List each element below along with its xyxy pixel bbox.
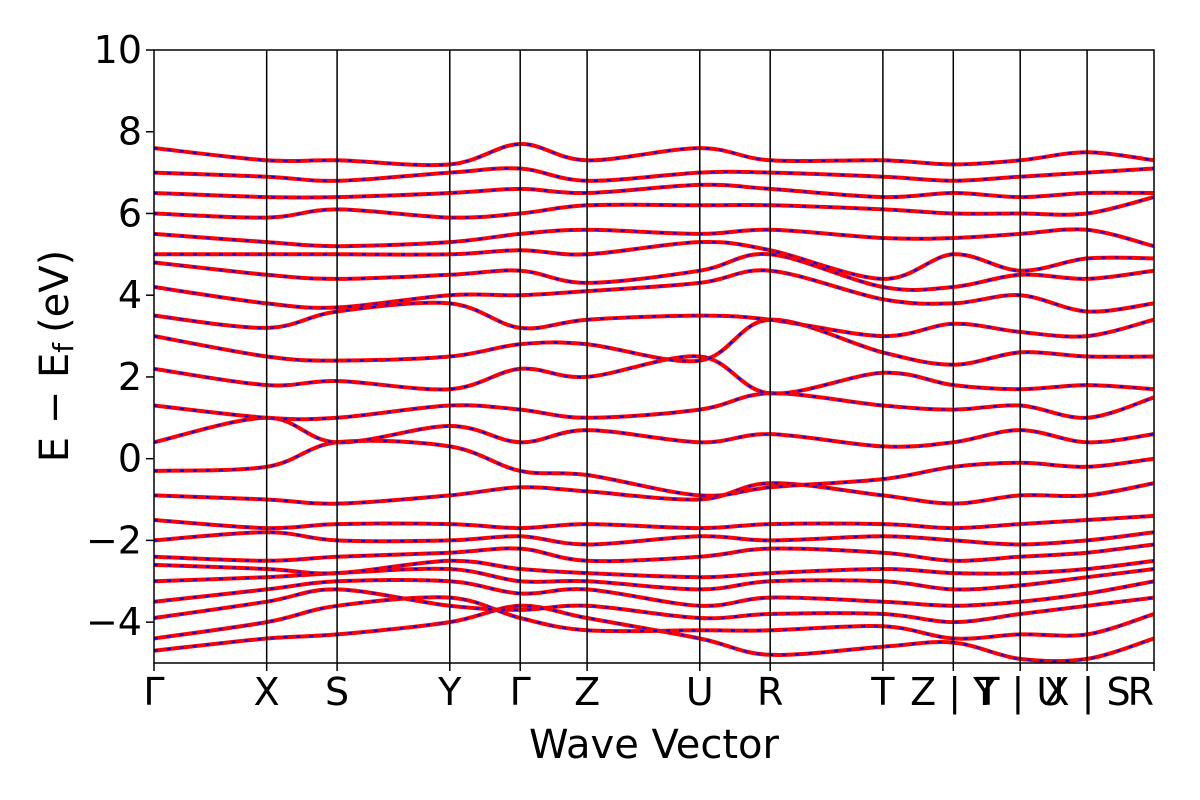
band-line-2-dashed: [154, 596, 1154, 640]
y-axis-label-unit: (eV): [32, 250, 78, 333]
k-point-label: T: [870, 670, 895, 714]
k-point-label: X | S: [1044, 670, 1131, 715]
band-line-19-solid: [154, 239, 1154, 281]
k-point-label: Z: [574, 670, 600, 714]
plot-frame: [153, 49, 1155, 664]
k-point-label: X: [254, 670, 280, 714]
k-point-dividers: [265, 50, 1088, 663]
band-line-21-solid: [154, 195, 1154, 220]
band-line-7-solid: [154, 542, 1154, 564]
y-tick-label: 0: [118, 437, 142, 481]
band-line-9-solid: [154, 513, 1154, 531]
band-line-18-dashed: [154, 252, 1154, 292]
k-point-label: U: [686, 670, 714, 714]
y-axis-ticks: −4 −2 0 2 4 6 8 10: [86, 28, 154, 644]
y-tick-label: 10: [94, 28, 142, 72]
band-line-8-solid: [154, 530, 1154, 547]
k-point-label: S: [325, 670, 349, 714]
y-tick-label: 4: [118, 273, 142, 317]
k-point-label: Z | Y: [910, 670, 997, 715]
y-tick-label: −4: [86, 600, 142, 644]
band-line-12-solid: [154, 415, 1154, 449]
y-tick-label: 8: [118, 110, 142, 154]
band-line-20-solid: [154, 227, 1154, 249]
x-axis-label: Wave Vector: [529, 722, 780, 768]
y-axis-label: E − Ef (eV): [32, 250, 80, 463]
band-lines: [154, 141, 1154, 663]
band-line-11-dashed: [154, 439, 1154, 497]
y-axis-label-subscript: f: [47, 342, 80, 353]
y-axis-label-main: E − E: [32, 353, 78, 463]
k-point-label: T | U: [975, 670, 1064, 715]
k-point-label: R: [1128, 670, 1154, 714]
band-line-22-solid: [154, 182, 1154, 200]
y-tick-label: 2: [118, 355, 142, 399]
band-line-18-solid: [154, 251, 1154, 292]
k-point-label: Y: [437, 670, 462, 714]
y-tick-label: −2: [86, 518, 142, 562]
band-line-3-solid: [154, 587, 1154, 625]
y-tick-label: 6: [118, 191, 142, 235]
band-line-13-solid: [154, 391, 1154, 422]
k-point-label: Γ: [143, 670, 164, 714]
k-point-label: R: [757, 670, 783, 714]
band-line-23-solid: [154, 166, 1154, 183]
k-point-label: Γ: [510, 670, 531, 714]
band-line-15-solid: [154, 317, 1154, 367]
